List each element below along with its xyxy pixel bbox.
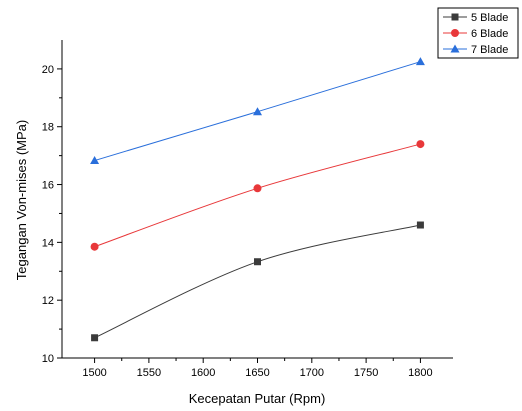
data-point: [416, 140, 425, 149]
series-6-blade: [90, 140, 425, 251]
y-tick-label: 20: [42, 64, 54, 76]
series-5-blade: [91, 221, 424, 342]
series-layer: [90, 57, 425, 342]
y-tick-label: 14: [42, 237, 54, 249]
x-tick-label: 1550: [137, 367, 161, 379]
y-tick-label: 10: [42, 353, 54, 365]
legend-marker: [450, 44, 460, 53]
x-tick-label: 1700: [300, 367, 324, 379]
legend-label: 7 Blade: [471, 44, 508, 56]
legend-label: 5 Blade: [471, 12, 508, 24]
legend-marker: [451, 13, 459, 21]
y-tick-label: 12: [42, 295, 54, 307]
data-point: [91, 334, 99, 342]
legend: 5 Blade 6 Blade 7 Blade: [437, 7, 519, 59]
data-point: [254, 258, 261, 266]
x-axis-title: Kecepatan Putar (Rpm): [189, 391, 326, 406]
data-point: [415, 57, 425, 66]
data-point: [253, 184, 262, 193]
data-point: [90, 156, 100, 165]
legend-label: 6 Blade: [471, 28, 508, 40]
legend-marker: [451, 29, 459, 37]
data-point: [90, 242, 99, 251]
x-tick-label: 1650: [245, 367, 269, 379]
x-tick-label: 1500: [82, 367, 106, 379]
series-line: [94, 143, 421, 248]
y-tick-label: 18: [42, 122, 54, 134]
y-axis-title: Tegangan Von-mises (MPa): [14, 120, 29, 280]
x-tick-label: 1750: [354, 367, 378, 379]
data-point: [416, 221, 424, 229]
axes: 1500 1550 1600 1650 1700 1750 1800 10 12 14 16 18 20: [42, 40, 453, 379]
series-7-blade: [90, 57, 425, 165]
y-tick-label: 16: [42, 180, 54, 192]
data-point: [253, 107, 262, 116]
series-line: [94, 224, 421, 339]
x-tick-label: 1800: [408, 367, 432, 379]
x-tick-label: 1600: [191, 367, 215, 379]
